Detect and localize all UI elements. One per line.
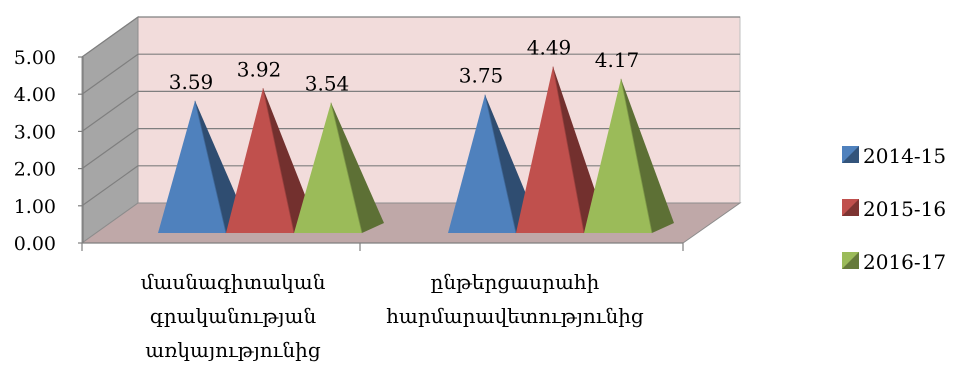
- y-tick-label: 2.00: [14, 159, 56, 181]
- data-label: 4.49: [527, 36, 572, 60]
- legend-item: 2014-15: [842, 144, 946, 168]
- data-labels: 3.59 3.75 3.92 4.49 3.54 4.17: [169, 36, 640, 96]
- data-marks: [158, 66, 674, 234]
- gridline-side: [81, 53, 139, 95]
- data-label: 3.75: [459, 64, 504, 88]
- pyramid-front-face: [158, 100, 226, 233]
- category-labels: մասնագիտական գրականության առկայությունից ըն…: [141, 270, 644, 362]
- pyramid-front-face: [226, 88, 294, 233]
- data-label: 3.59: [169, 70, 214, 94]
- category-label: գրականության: [150, 304, 317, 328]
- data-label: 3.54: [305, 72, 350, 96]
- pyramid-front-face: [516, 66, 584, 233]
- pyramid-2015-16-1: [226, 88, 316, 234]
- pyramid-front-face: [448, 94, 516, 234]
- y-tick-label: 0.00: [14, 233, 56, 255]
- category-label: մասնագիտական: [141, 270, 326, 294]
- y-tick-label: 3.00: [14, 121, 56, 143]
- pyramid-front-face: [294, 102, 362, 233]
- pyramid-side-face: [621, 78, 674, 233]
- pyramid-edge: [262, 88, 295, 234]
- pyramid-2016-17-1: [294, 102, 384, 234]
- gridline-side: [81, 165, 139, 207]
- pyramid-2016-17-2: [584, 78, 674, 234]
- y-axis: 0.00 1.00 2.00 3.00 4.00 5.00: [14, 47, 684, 255]
- legend: 2014-15 2015-16 2016-17: [842, 144, 946, 274]
- y-tick-label: 5.00: [14, 47, 56, 69]
- gridline-side: [81, 128, 139, 170]
- pyramid-front-face: [584, 78, 652, 233]
- category-label: առկայությունից: [145, 338, 321, 362]
- pyramid-edge: [620, 78, 653, 234]
- legend-swatch-shade: [842, 252, 859, 269]
- category-label: հարմարավետությունից: [386, 304, 644, 328]
- y-tick-label: 4.00: [14, 84, 56, 106]
- legend-label: 2014-15: [863, 144, 946, 168]
- pyramid-2015-16-2: [516, 66, 606, 234]
- category-label: ընթերցասրահի: [431, 270, 600, 294]
- pyramid-edge: [330, 102, 363, 234]
- legend-swatch-shade: [842, 199, 859, 216]
- legend-label: 2015-16: [863, 197, 946, 221]
- pyramid-side-face: [263, 88, 316, 233]
- legend-swatch-shade: [842, 146, 859, 163]
- gridlines: [81, 16, 740, 207]
- gridline-side: [81, 16, 139, 58]
- pyramid-edge: [552, 66, 585, 234]
- pyramid-side-face: [331, 102, 384, 233]
- y-tick-label: 1.00: [14, 196, 56, 218]
- pyramid-edge: [194, 100, 227, 234]
- data-label: 3.92: [237, 57, 282, 81]
- pyramid-side-face: [553, 66, 606, 233]
- data-label: 4.17: [595, 48, 640, 72]
- gridline-side: [81, 90, 139, 132]
- legend-label: 2016-17: [863, 250, 946, 274]
- legend-item: 2015-16: [842, 197, 946, 221]
- legend-item: 2016-17: [842, 250, 946, 274]
- pyramid-edge: [484, 94, 517, 234]
